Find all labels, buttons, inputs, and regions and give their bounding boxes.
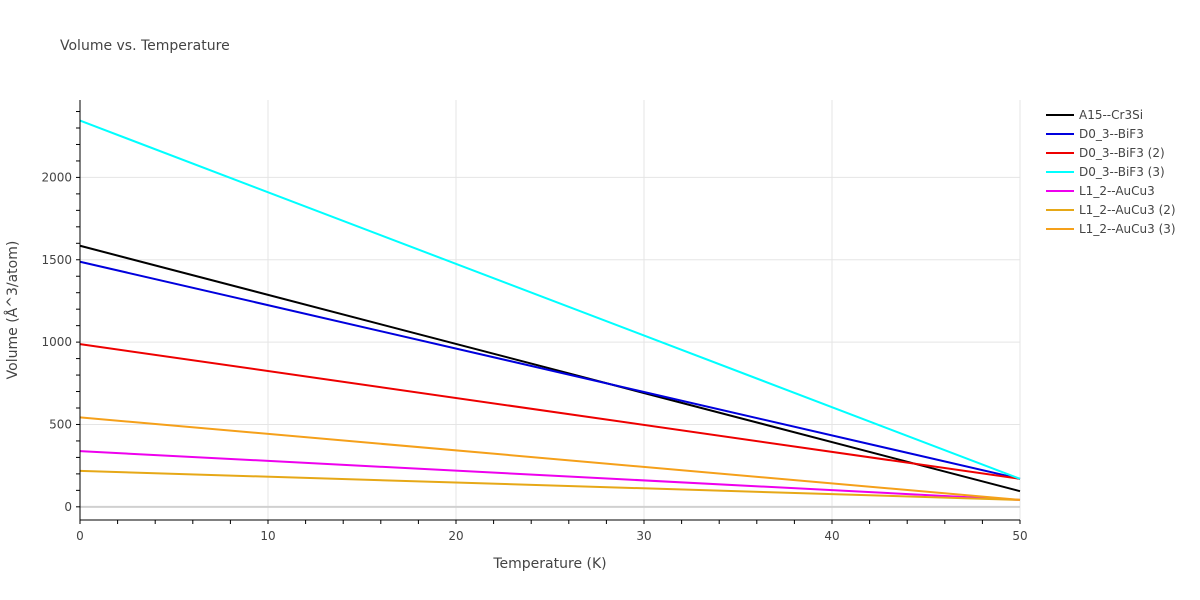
x-axis-title: Temperature (K) (492, 556, 606, 572)
legend-label: L1_2--AuCu3 (2) (1079, 203, 1176, 217)
series-line (79, 469, 1021, 501)
y-tick-label: 500 (49, 417, 72, 431)
legend-label: L1_2--AuCu3 (3) (1079, 222, 1176, 236)
y-tick-label: 2000 (41, 170, 72, 184)
series-layer (79, 119, 1021, 501)
series-line (79, 343, 1021, 480)
legend-item[interactable]: D0_3--BiF3 (1046, 127, 1144, 141)
chart-title: Volume vs. Temperature (60, 38, 230, 54)
legend-item[interactable]: L1_2--AuCu3 (1046, 184, 1155, 198)
legend[interactable]: A15--Cr3Si D0_3--BiF3 D0_3--BiF3 (2) D0_3--… (1046, 108, 1176, 236)
x-tick-label: 0 (76, 529, 84, 543)
legend-item[interactable]: L1_2--AuCu3 (2) (1046, 203, 1176, 217)
legend-label: A15--Cr3Si (1079, 108, 1143, 122)
x-tick-label: 10 (260, 529, 275, 543)
x-tick-label: 20 (448, 529, 463, 543)
legend-item[interactable]: D0_3--BiF3 (3) (1046, 165, 1165, 179)
legend-label: D0_3--BiF3 (2) (1079, 146, 1165, 160)
legend-label: D0_3--BiF3 (3) (1079, 165, 1165, 179)
y-axis-title: Volume (Å^3/atom) (4, 241, 21, 380)
series-line (79, 260, 1021, 480)
legend-label: L1_2--AuCu3 (1079, 184, 1155, 198)
x-tick-label: 30 (636, 529, 651, 543)
legend-item[interactable]: D0_3--BiF3 (2) (1046, 146, 1165, 160)
x-tick-label: 50 (1012, 529, 1027, 543)
grid (80, 100, 1021, 520)
y-tick-label: 1500 (41, 253, 72, 267)
series-line (79, 119, 1021, 480)
series-line (79, 450, 1021, 501)
legend-item[interactable]: A15--Cr3Si (1046, 108, 1143, 122)
y-tick-label: 0 (64, 500, 72, 514)
legend-item[interactable]: L1_2--AuCu3 (3) (1046, 222, 1176, 236)
y-tick-labels: 0 500 1000 1500 2000 (41, 170, 72, 513)
series-line (79, 416, 1021, 501)
x-tick-label: 40 (824, 529, 839, 543)
axes (76, 100, 1021, 524)
x-tick-labels: 0 10 20 30 40 50 (76, 529, 1027, 543)
series-line (79, 244, 1021, 493)
y-tick-label: 1000 (41, 335, 72, 349)
legend-label: D0_3--BiF3 (1079, 127, 1144, 141)
